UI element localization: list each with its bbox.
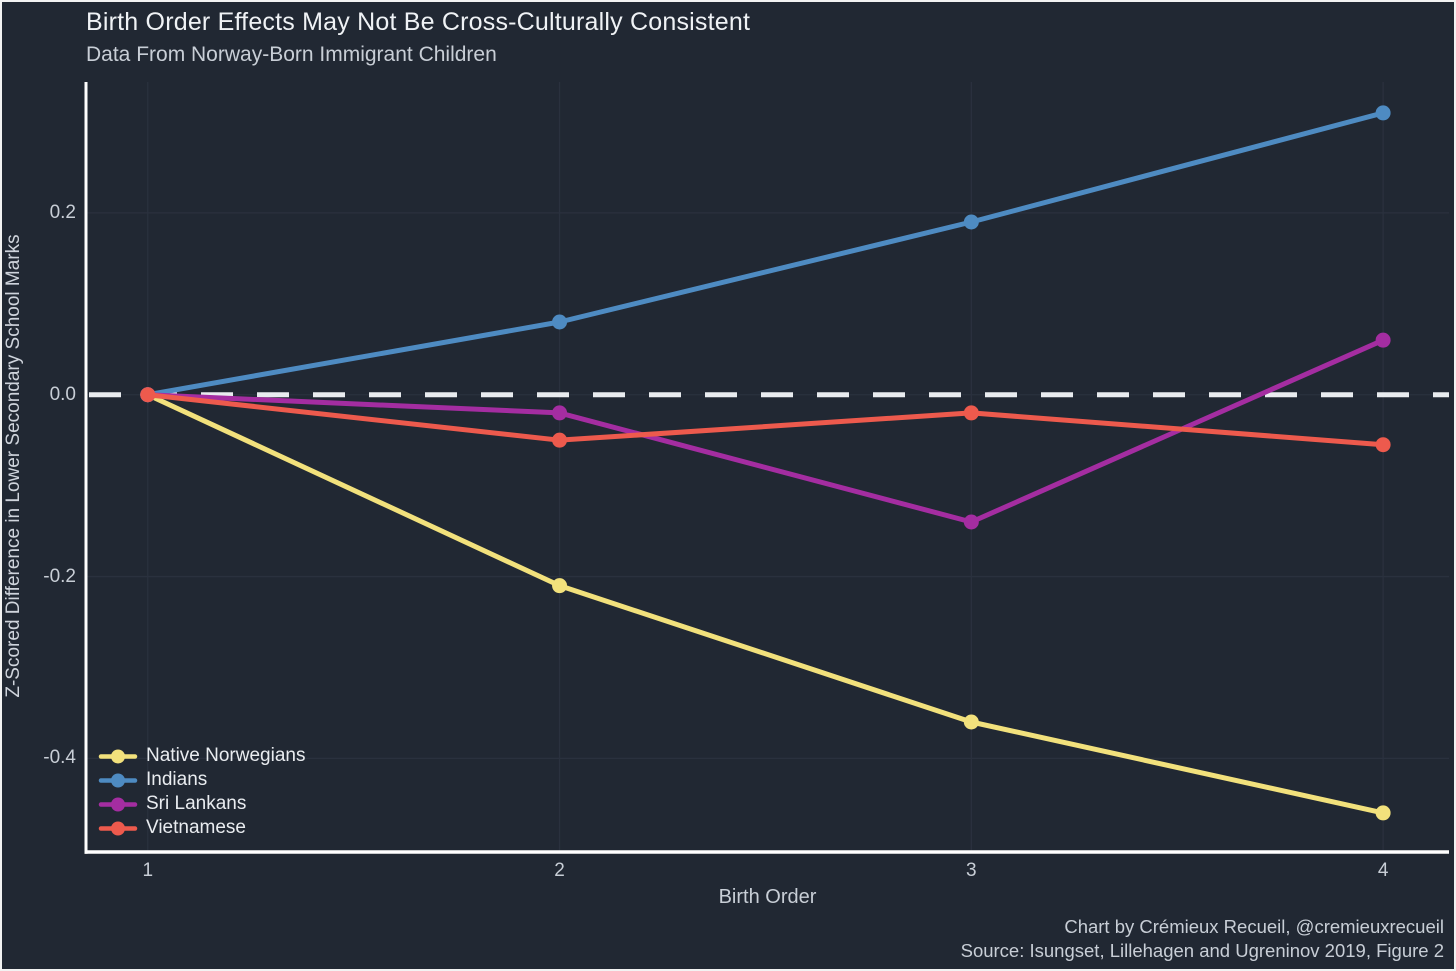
data-point-vietnamese: [552, 432, 568, 448]
x-tick-label: 4: [1377, 860, 1389, 881]
legend-item-vietnamese: Vietnamese: [98, 816, 305, 840]
chart-subtitle: Data From Norway-Born Immigrant Children: [86, 43, 497, 66]
legend-line-marker-icon: [98, 749, 138, 763]
chart-title: Birth Order Effects May Not Be Cross-Cul…: [86, 8, 751, 36]
caption-source: Source: Isungset, Lillehagen and Ugrenin…: [960, 940, 1444, 961]
y-tick-label: 0.2: [49, 201, 76, 223]
data-point-native-norwegians: [552, 578, 568, 594]
legend-label: Indians: [146, 769, 208, 790]
series-line-native-norwegians: [145, 392, 1386, 816]
x-tick-label: 3: [966, 860, 977, 881]
legend-line-marker-icon: [98, 773, 138, 787]
legend-line-marker-icon: [98, 821, 138, 835]
y-tick-label: -0.4: [43, 747, 76, 769]
caption: Chart by Crémieux Recueil, @cremieuxrecu…: [961, 915, 1444, 963]
legend: Native Norwegians Indians Sri Lankans Vietn…: [98, 744, 305, 840]
data-point-native-norwegians: [963, 714, 979, 730]
data-point-sri-lankans: [963, 514, 979, 530]
series-line-vietnamese: [145, 392, 1386, 448]
y-axis-label: Z-Scored Difference in Lower Secondary S…: [3, 234, 24, 698]
x-tick-label: 2: [554, 860, 565, 881]
legend-line-marker-icon: [98, 797, 138, 811]
x-tick-label: 1: [142, 860, 154, 881]
y-tick-label: 0.0: [49, 383, 76, 405]
data-point-indians: [1375, 105, 1391, 121]
legend-label: Sri Lankans: [146, 793, 247, 814]
data-point-vietnamese: [140, 387, 156, 403]
data-point-sri-lankans: [1375, 332, 1391, 348]
x-axis-label: Birth Order: [718, 886, 817, 908]
y-tick-label: -0.2: [43, 565, 76, 587]
data-point-indians: [552, 314, 568, 330]
data-point-sri-lankans: [552, 405, 568, 421]
legend-item-indians: Indians: [98, 768, 305, 792]
legend-label: Vietnamese: [146, 817, 246, 838]
legend-item-sri-lankans: Sri Lankans: [98, 792, 305, 816]
data-point-native-norwegians: [1375, 805, 1391, 821]
data-point-vietnamese: [1375, 437, 1391, 453]
data-point-vietnamese: [963, 405, 979, 421]
caption-author: Chart by Crémieux Recueil, @cremieuxrecu…: [1064, 916, 1444, 937]
series-line-indians: [145, 110, 1386, 398]
legend-item-native-norwegians: Native Norwegians: [98, 744, 305, 768]
legend-label: Native Norwegians: [146, 745, 306, 766]
data-point-indians: [963, 214, 979, 230]
